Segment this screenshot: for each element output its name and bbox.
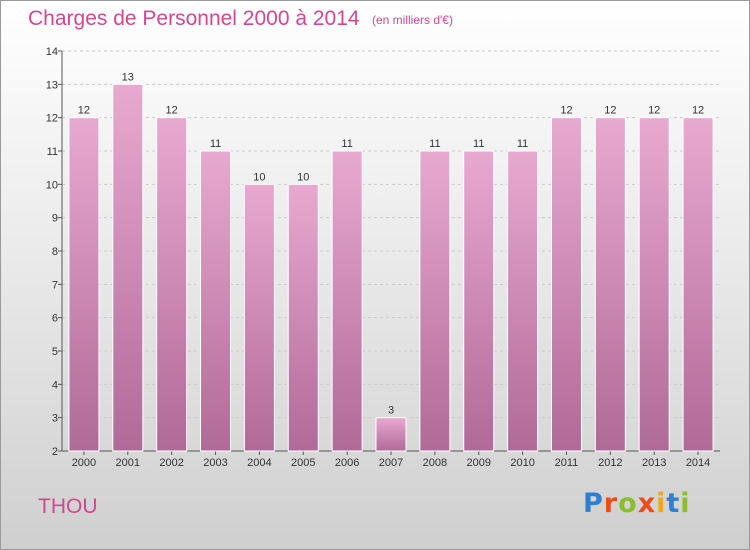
bar: [156, 117, 188, 452]
bar: [594, 117, 626, 452]
y-tick-label: 4: [52, 379, 58, 391]
y-tick-label: 12: [46, 113, 58, 125]
bar: [638, 117, 670, 452]
x-tick-label: 2002: [159, 457, 183, 469]
x-tick-label: 2013: [642, 457, 666, 469]
commune-name: THOU: [38, 495, 98, 518]
chart-subtitle: (en milliers d'€): [372, 13, 453, 27]
bar-value-label: 12: [560, 105, 572, 117]
logo-letter: t: [666, 488, 681, 519]
logo-letter: i: [680, 488, 691, 519]
x-tick-label: 2010: [510, 457, 534, 469]
bars: [68, 83, 714, 452]
labels: 2 3 4 5 6 7 8 9 10 11 12 13 14 12 2000 13 2001 12 2002 11 20…: [46, 46, 711, 469]
bar-value-label: 11: [517, 138, 528, 150]
x-tick-label: 2003: [203, 457, 227, 469]
y-tick-label: 3: [52, 413, 58, 425]
logo-letter: r: [603, 488, 619, 519]
x-tick-label: 2014: [686, 457, 710, 469]
bar: [507, 150, 539, 452]
x-tick-label: 2000: [72, 457, 96, 469]
bar: [682, 117, 714, 452]
bar-value-label: 11: [210, 138, 221, 150]
y-tick-label: 9: [52, 213, 58, 225]
x-tick-label: 2012: [598, 457, 622, 469]
logo-letter: i: [656, 488, 667, 519]
x-tick-label: 2011: [555, 457, 579, 469]
chart-title: Charges de Personnel 2000 à 2014: [28, 7, 360, 30]
x-tick-label: 2001: [116, 457, 140, 469]
bar: [463, 150, 495, 452]
x-tick-label: 2005: [291, 457, 315, 469]
y-tick-label: 6: [52, 313, 58, 325]
bar-value-label: 11: [429, 138, 440, 150]
bar-value-label: 12: [604, 105, 616, 117]
bar: [200, 150, 232, 452]
x-tick-label: 2009: [466, 457, 490, 469]
logo-letter: o: [618, 488, 638, 519]
x-tick-label: 2006: [335, 457, 359, 469]
y-tick-label: 13: [46, 79, 58, 91]
bar-value-label: 12: [692, 105, 704, 117]
bar: [375, 417, 407, 452]
bar-value-label: 10: [253, 171, 265, 183]
y-tick-label: 14: [46, 46, 58, 58]
y-tick-label: 11: [47, 146, 58, 158]
x-tick-label: 2008: [423, 457, 447, 469]
bar-value-label: 11: [341, 138, 352, 150]
bar: [331, 150, 363, 452]
bar: [419, 150, 451, 452]
x-tick-label: 2004: [247, 457, 271, 469]
bar-value-label: 12: [166, 105, 178, 117]
logo-letter: P: [583, 488, 604, 519]
bar-value-label: 12: [78, 105, 90, 117]
bar-value-label: 13: [122, 71, 134, 83]
logo-letter: x: [637, 488, 657, 519]
bar-value-label: 12: [648, 105, 660, 117]
x-tick-label: 2007: [379, 457, 403, 469]
y-tick-label: 5: [52, 346, 58, 358]
bar: [550, 117, 582, 452]
bar-value-label: 11: [473, 138, 484, 150]
bar: [287, 183, 319, 452]
y-tick-label: 7: [52, 279, 58, 291]
proxiti-logo: Proxiti: [583, 488, 691, 519]
bar: [243, 183, 275, 452]
bar: [112, 83, 144, 452]
y-tick-label: 8: [52, 246, 58, 258]
bar-value-label: 10: [297, 171, 309, 183]
bar: [68, 117, 100, 452]
y-tick-label: 10: [46, 179, 58, 191]
y-tick-label: 2: [52, 446, 58, 458]
bar-value-label: 3: [388, 405, 394, 417]
